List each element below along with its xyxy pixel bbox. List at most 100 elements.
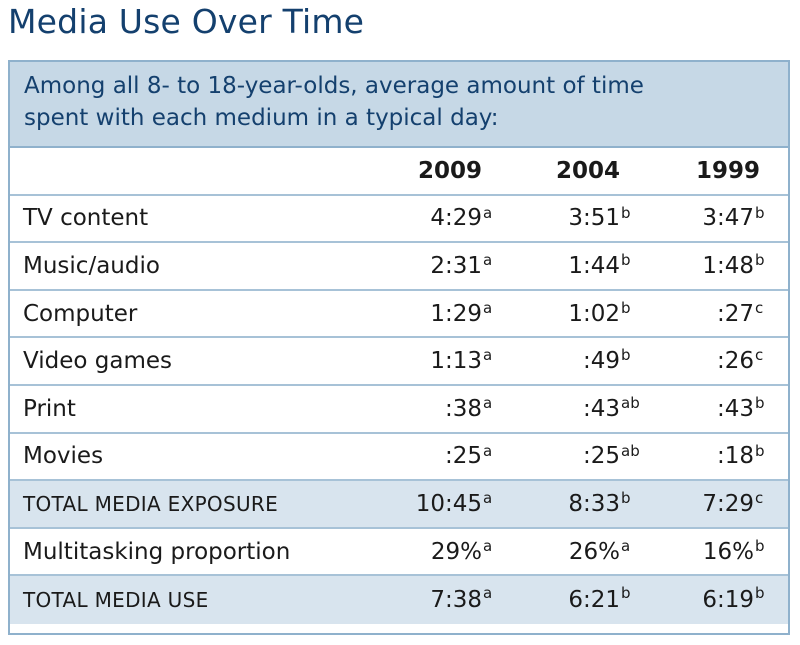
significance-superscript: a [483,298,493,317]
significance-superscript: a [483,393,493,412]
cell-value: :25 [582,443,620,470]
cell-value: 10:45 [415,490,482,517]
cell-value: 3:51 [568,205,620,232]
significance-superscript: a [483,536,493,555]
column-header-2009: 2009 [418,157,483,184]
significance-superscript: ab [621,393,640,412]
cell-value: 7:29 [702,490,754,517]
significance-superscript: b [755,536,765,555]
table-row: Movies:25 a:25 ab:18 b [10,434,788,482]
row-label: Movies [23,443,104,470]
cell-value: :43 [582,395,620,422]
value-cell-2004: 8:33 b [538,481,638,527]
row-label: TV content [23,205,149,232]
cell-value: 6:19 [702,587,754,614]
value-cell-2004: 1:44 b [538,243,638,289]
table-row: Video games 1:13 a :49 b :26 c [10,338,788,386]
value-cell-1999: :43 b [672,386,772,432]
cell-value: 6:21 [568,587,620,614]
cell-value: :25 [444,443,482,470]
value-cell-2004: :25 ab [538,434,640,480]
cell-value: 1:02 [568,300,620,327]
value-cell-2004: :49 b [538,338,638,384]
value-cell-2009: 2:31 a [400,243,500,289]
page-title: Media Use Over Time [8,2,365,41]
table-row: Multitasking proportion 29% a 26% a 16% b [10,529,788,577]
value-cell-2009: 4:29 a [400,196,500,242]
significance-superscript: a [621,536,631,555]
significance-superscript: b [755,393,765,412]
cell-value: 4:29 [430,205,482,232]
value-cell-1999: 1:48 b [672,243,772,289]
cell-value: :18 [716,443,754,470]
value-cell-2009: 10:45 a [400,481,500,527]
column-header-1999: 1999 [696,157,761,184]
table-body: TV content 4:29 a 3:51 b 3:47 b Music/audio 2:31… [10,196,788,624]
table-row: Computer 1:29 a 1:02 b :27 c [10,291,788,339]
significance-superscript: b [755,441,765,460]
significance-superscript: b [621,489,631,508]
cell-value: :43 [716,395,754,422]
column-header-2004: 2004 [556,157,621,184]
significance-superscript: a [483,489,493,508]
significance-superscript: a [483,346,493,365]
cell-value: 1:48 [702,252,754,279]
cell-value: 3:47 [702,205,754,232]
data-table: Among all 8- to 18-year-olds, average am… [8,60,790,635]
value-cell-2004: :43 ab [538,386,640,432]
table-row: TOTAL MEDIA EXPOSURE 10:45 a 8:33 b 7:29 c [10,481,788,529]
value-cell-2009: :25 a [400,434,500,480]
subtitle-line-2: spent with each medium in a typical day: [24,105,499,131]
cell-value: :38 [444,395,482,422]
value-cell-1999: 7:29 c [672,481,772,527]
value-cell-2009: 1:29 a [400,291,500,337]
cell-value: 26% [568,538,620,565]
significance-superscript: a [483,441,493,460]
significance-superscript: c [755,346,764,365]
significance-superscript: c [755,298,764,317]
cell-value: :49 [582,348,620,375]
value-cell-2004: 6:21 b [538,576,638,624]
table-row: Music/audio 2:31 a 1:44 b 1:48 b [10,243,788,291]
significance-superscript: b [621,251,631,270]
value-cell-1999: :26 c [672,338,772,384]
cell-value: 16% [702,538,754,565]
row-label: Multitasking proportion [23,538,291,565]
significance-superscript: b [621,584,631,603]
row-label: TOTAL MEDIA EXPOSURE [23,491,279,516]
value-cell-1999: :18 b [672,434,772,480]
significance-superscript: a [483,251,493,270]
cell-value: 1:13 [430,348,482,375]
value-cell-2009: 1:13 a [400,338,500,384]
significance-superscript: b [621,346,631,365]
cell-value: :27 [716,300,754,327]
significance-superscript: c [755,489,764,508]
table-subtitle: Among all 8- to 18-year-olds, average am… [10,62,788,148]
cell-value: 1:44 [568,252,620,279]
significance-superscript: b [755,584,765,603]
significance-superscript: ab [621,441,640,460]
significance-superscript: b [755,203,765,222]
table-row: Print:38 a:43 ab:43 b [10,386,788,434]
cell-value: 1:29 [430,300,482,327]
cell-value: 7:38 [430,587,482,614]
value-cell-2009: 7:38 a [400,576,500,624]
row-label: Video games [23,348,172,375]
cell-value: 2:31 [430,252,482,279]
significance-superscript: b [621,203,631,222]
row-label: Computer [23,300,138,327]
significance-superscript: b [621,298,631,317]
value-cell-2004: 1:02 b [538,291,638,337]
value-cell-1999: 6:19 b [672,576,772,624]
value-cell-2004: 26% a [538,529,638,575]
significance-superscript: a [483,584,493,603]
value-cell-2009: 29% a [400,529,500,575]
cell-value: :26 [716,348,754,375]
significance-superscript: b [755,251,765,270]
value-cell-1999: :27 c [672,291,772,337]
value-cell-2004: 3:51 b [538,196,638,242]
cell-value: 8:33 [568,490,620,517]
table-row: TV content 4:29 a 3:51 b 3:47 b [10,196,788,244]
subtitle-line-1: Among all 8- to 18-year-olds, average am… [24,73,644,99]
significance-superscript: a [483,203,493,222]
